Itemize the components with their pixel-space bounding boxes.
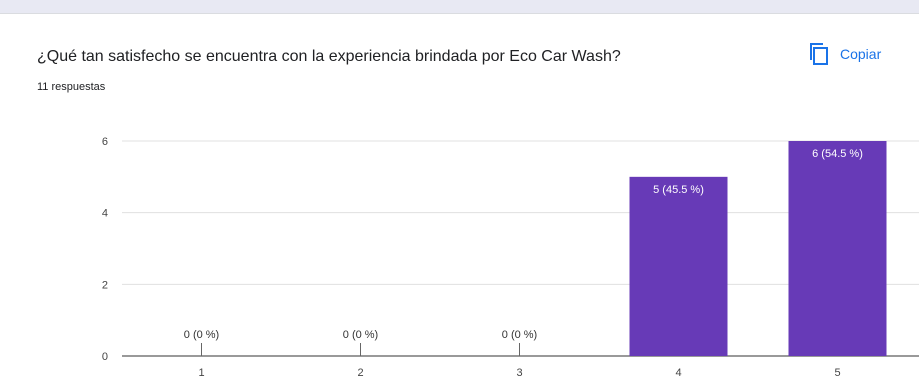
- y-tick-label: 2: [102, 279, 108, 291]
- y-tick-label: 4: [102, 208, 108, 220]
- response-count: 11 respuestas: [37, 81, 106, 93]
- copy-button[interactable]: Copiar: [808, 38, 881, 70]
- x-tick-label: 5: [834, 367, 840, 379]
- x-tick-label: 1: [198, 367, 204, 379]
- top-strip: [0, 0, 919, 14]
- copy-label: Copiar: [840, 46, 882, 62]
- bar: [629, 176, 728, 356]
- x-tick-label: 3: [516, 367, 522, 379]
- data-label: 6 (54.5 %): [812, 148, 863, 160]
- data-label: 5 (45.5 %): [653, 184, 704, 196]
- bar: [788, 141, 887, 356]
- data-label: 0 (0 %): [343, 329, 378, 341]
- y-tick-label: 0: [102, 351, 108, 363]
- data-label: 0 (0 %): [184, 329, 219, 341]
- copy-icon: [810, 43, 828, 65]
- y-tick-label: 6: [102, 136, 108, 148]
- data-label: 0 (0 %): [502, 329, 537, 341]
- x-tick-label: 2: [357, 367, 363, 379]
- question-title: ¿Qué tan satisfecho se encuentra con la …: [37, 48, 621, 65]
- x-tick-label: 4: [675, 367, 681, 379]
